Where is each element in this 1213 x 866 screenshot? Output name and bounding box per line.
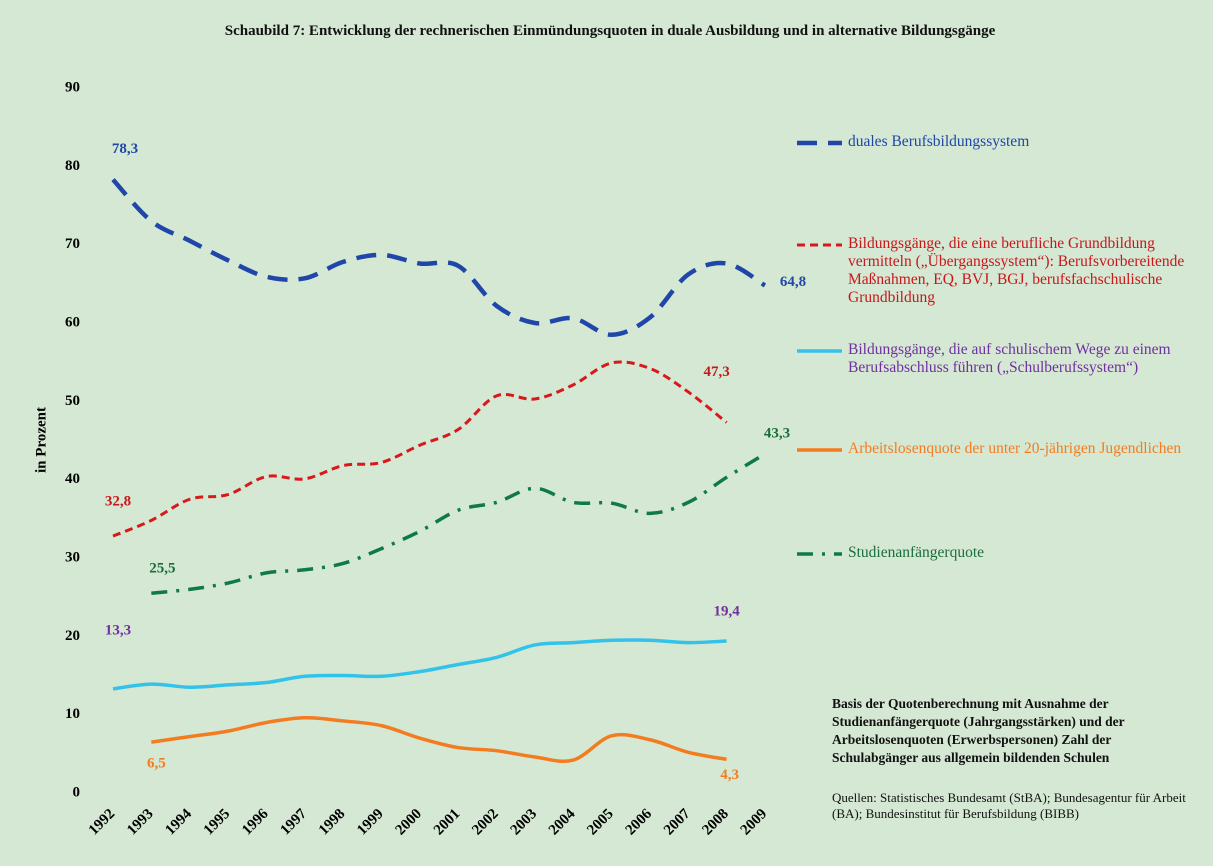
x-tick-label: 2006 bbox=[623, 806, 656, 839]
y-tick-label: 60 bbox=[65, 314, 80, 330]
x-tick-label: 1999 bbox=[354, 806, 387, 839]
y-axis-label: in Prozent bbox=[33, 407, 49, 473]
data-label: 64,8 bbox=[780, 274, 806, 290]
y-tick-label: 30 bbox=[65, 549, 80, 565]
y-tick-label: 90 bbox=[65, 79, 80, 95]
y-tick-label: 50 bbox=[65, 393, 80, 409]
data-label: 13,3 bbox=[105, 622, 131, 638]
x-tick-label: 1994 bbox=[162, 806, 195, 839]
x-tick-label: 1997 bbox=[277, 806, 310, 839]
legend-label: Studienanfängerquote bbox=[848, 544, 985, 561]
data-label: 47,3 bbox=[703, 364, 729, 380]
y-tick-label: 0 bbox=[73, 784, 81, 800]
y-tick-label: 20 bbox=[65, 628, 80, 644]
legend-label: duales Berufsbildungssystem bbox=[848, 133, 1030, 150]
x-tick-label: 2001 bbox=[431, 806, 464, 839]
note: Basis der Quotenberechnung mit Ausnahme … bbox=[832, 696, 1125, 765]
data-label: 4,3 bbox=[720, 767, 739, 783]
y-tick-label: 70 bbox=[65, 236, 80, 252]
y-tick-label: 40 bbox=[65, 471, 80, 487]
data-label: 19,4 bbox=[713, 603, 740, 619]
series-line bbox=[151, 716, 727, 764]
legend-label: Arbeitslosenquote der unter 20-jährigen … bbox=[848, 440, 1182, 457]
series-line bbox=[112, 360, 728, 538]
chart-title: Schaubild 7: Entwicklung der rechnerisch… bbox=[224, 23, 996, 39]
legend-label: Bildungsgänge, die auf schulischem Wege … bbox=[848, 341, 1171, 376]
series-line bbox=[111, 178, 767, 338]
x-tick-label: 2005 bbox=[584, 806, 617, 839]
data-label: 6,5 bbox=[147, 756, 166, 772]
source: Quellen: Statistisches Bundesamt (StBA);… bbox=[832, 790, 1186, 821]
y-tick-label: 10 bbox=[65, 706, 80, 722]
y-tick-label: 80 bbox=[65, 158, 80, 174]
x-tick-label: 1998 bbox=[316, 806, 349, 839]
series-line bbox=[112, 638, 727, 691]
x-tick-label: 1993 bbox=[124, 806, 157, 839]
data-label: 32,8 bbox=[105, 494, 131, 510]
x-tick-label: 1995 bbox=[201, 806, 234, 839]
x-tick-label: 2008 bbox=[699, 806, 732, 839]
x-tick-label: 2000 bbox=[393, 806, 426, 839]
x-tick-label: 2002 bbox=[469, 806, 502, 839]
x-tick-label: 2009 bbox=[738, 806, 771, 839]
data-label: 43,3 bbox=[764, 425, 790, 441]
legend-label: Bildungsgänge, die eine berufliche Grund… bbox=[848, 235, 1185, 306]
data-label: 25,5 bbox=[149, 561, 175, 577]
x-tick-label: 2004 bbox=[546, 806, 579, 839]
series-line bbox=[151, 452, 766, 595]
data-label: 78,3 bbox=[112, 141, 138, 157]
x-tick-label: 1996 bbox=[239, 806, 272, 839]
x-tick-label: 2003 bbox=[508, 806, 541, 839]
x-tick-label: 2007 bbox=[661, 806, 694, 839]
x-tick-label: 1992 bbox=[86, 806, 119, 839]
